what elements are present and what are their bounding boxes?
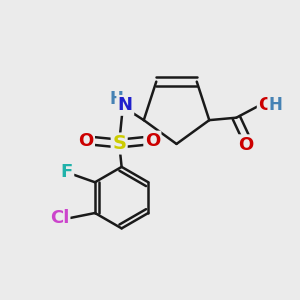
Text: H: H: [269, 96, 283, 114]
Text: Cl: Cl: [50, 209, 69, 227]
Text: F: F: [61, 164, 73, 181]
Text: S: S: [112, 134, 126, 153]
Text: O: O: [78, 132, 94, 150]
Text: O: O: [258, 96, 274, 114]
Text: O: O: [145, 132, 160, 150]
Text: N: N: [118, 96, 133, 114]
Text: H: H: [110, 90, 124, 108]
Text: O: O: [238, 136, 254, 154]
